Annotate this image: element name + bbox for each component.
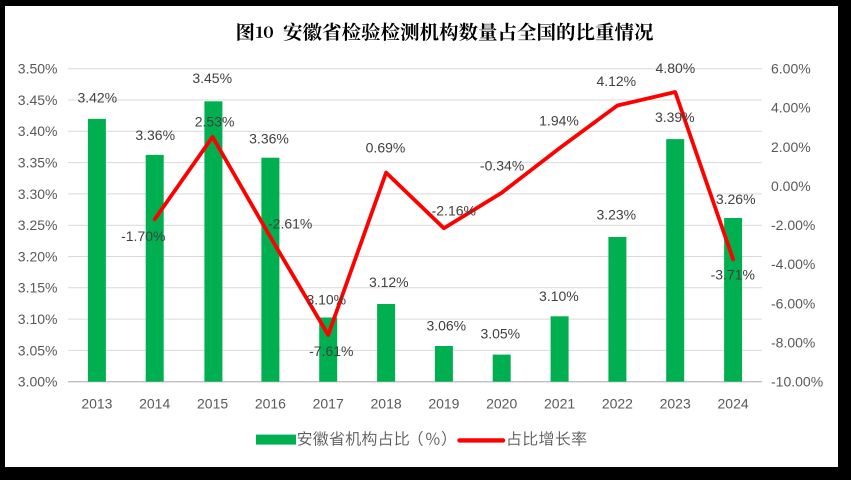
svg-text:3.20%: 3.20% — [18, 248, 58, 264]
svg-text:1.94%: 1.94% — [539, 113, 579, 129]
svg-text:3.36%: 3.36% — [135, 127, 175, 143]
svg-text:3.10%: 3.10% — [306, 291, 346, 307]
svg-text:3.45%: 3.45% — [192, 70, 232, 86]
svg-text:3.40%: 3.40% — [18, 123, 58, 139]
svg-text:6.00%: 6.00% — [771, 61, 811, 77]
svg-text:2019: 2019 — [428, 395, 459, 411]
svg-text:2024: 2024 — [718, 395, 749, 411]
svg-text:2023: 2023 — [660, 395, 691, 411]
svg-text:4.12%: 4.12% — [596, 73, 636, 89]
svg-text:2013: 2013 — [81, 395, 112, 411]
svg-text:2021: 2021 — [544, 395, 575, 411]
svg-text:3.06%: 3.06% — [426, 318, 466, 334]
svg-text:4.80%: 4.80% — [656, 60, 696, 76]
svg-text:-1.70%: -1.70% — [121, 228, 165, 244]
svg-text:2.53%: 2.53% — [195, 114, 235, 130]
svg-text:2014: 2014 — [139, 395, 170, 411]
svg-text:-2.61%: -2.61% — [268, 216, 312, 232]
svg-text:3.35%: 3.35% — [18, 155, 58, 171]
svg-text:0.00%: 0.00% — [771, 178, 811, 194]
svg-text:3.25%: 3.25% — [18, 217, 58, 233]
svg-text:4.00%: 4.00% — [771, 100, 811, 116]
svg-text:-2.16%: -2.16% — [432, 203, 476, 219]
svg-text:-4.00%: -4.00% — [771, 256, 815, 272]
svg-text:3.45%: 3.45% — [18, 92, 58, 108]
svg-text:3.23%: 3.23% — [596, 206, 636, 222]
svg-text:3.39%: 3.39% — [655, 109, 695, 125]
svg-text:3.10%: 3.10% — [539, 288, 579, 304]
svg-text:2018: 2018 — [371, 395, 402, 411]
svg-text:3.05%: 3.05% — [18, 342, 58, 358]
svg-text:-7.61%: -7.61% — [309, 343, 353, 359]
svg-text:2017: 2017 — [313, 395, 344, 411]
svg-text:-6.00%: -6.00% — [771, 295, 815, 311]
svg-text:3.00%: 3.00% — [18, 374, 58, 390]
svg-text:-0.34%: -0.34% — [480, 157, 524, 173]
svg-text:3.36%: 3.36% — [249, 130, 289, 146]
svg-text:-10.00%: -10.00% — [771, 374, 823, 390]
svg-text:2.00%: 2.00% — [771, 139, 811, 155]
svg-text:3.42%: 3.42% — [77, 90, 117, 106]
svg-text:2015: 2015 — [197, 395, 228, 411]
svg-text:2022: 2022 — [602, 395, 633, 411]
svg-text:0.69%: 0.69% — [366, 140, 406, 156]
svg-text:3.30%: 3.30% — [18, 186, 58, 202]
svg-text:3.10%: 3.10% — [18, 311, 58, 327]
svg-text:3.05%: 3.05% — [480, 325, 520, 341]
svg-text:-2.00%: -2.00% — [771, 217, 815, 233]
svg-text:2016: 2016 — [255, 395, 286, 411]
svg-text:3.15%: 3.15% — [18, 280, 58, 296]
svg-text:-3.71%: -3.71% — [711, 266, 755, 282]
svg-text:3.26%: 3.26% — [716, 191, 756, 207]
svg-text:-8.00%: -8.00% — [771, 335, 815, 351]
svg-text:3.50%: 3.50% — [18, 61, 58, 77]
svg-text:2020: 2020 — [486, 395, 517, 411]
svg-text:3.12%: 3.12% — [369, 274, 409, 290]
